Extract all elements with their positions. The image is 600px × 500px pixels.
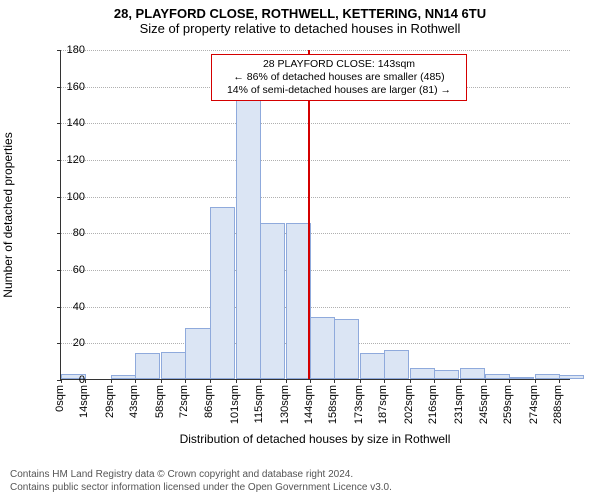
histogram-bar xyxy=(559,375,584,379)
xtick-label: 29sqm xyxy=(104,385,116,418)
xtick-mark xyxy=(410,379,411,383)
gridline xyxy=(61,123,570,124)
gridline xyxy=(61,50,570,51)
xtick-label: 58sqm xyxy=(154,385,166,418)
histogram-bar xyxy=(384,350,409,379)
xtick-mark xyxy=(485,379,486,383)
ytick-label: 100 xyxy=(55,191,85,203)
histogram-bar xyxy=(434,370,459,379)
xtick-mark xyxy=(434,379,435,383)
ytick-label: 160 xyxy=(55,81,85,93)
xtick-mark xyxy=(286,379,287,383)
xtick-label: 187sqm xyxy=(377,385,389,424)
xtick-label: 216sqm xyxy=(427,385,439,424)
ytick-label: 60 xyxy=(55,264,85,276)
xtick-mark xyxy=(334,379,335,383)
ytick-label: 20 xyxy=(55,337,85,349)
xtick-mark xyxy=(210,379,211,383)
gridline xyxy=(61,270,570,271)
xtick-mark xyxy=(111,379,112,383)
xtick-label: 130sqm xyxy=(279,385,291,424)
histogram-bar xyxy=(111,375,136,379)
histogram-bar xyxy=(509,377,534,379)
gridline xyxy=(61,160,570,161)
histogram-bar xyxy=(360,353,385,379)
histogram-bar xyxy=(185,328,210,379)
xtick-label: 43sqm xyxy=(128,385,140,418)
annotation-line3: 14% of semi-detached houses are larger (… xyxy=(218,84,460,97)
histogram-bar xyxy=(135,353,160,379)
footer-attribution: Contains HM Land Registry data © Crown c… xyxy=(10,468,392,494)
xtick-mark xyxy=(260,379,261,383)
xtick-label: 72sqm xyxy=(178,385,190,418)
histogram-bar xyxy=(260,223,285,379)
annotation-line1: 28 PLAYFORD CLOSE: 143sqm xyxy=(218,58,460,71)
xtick-label: 245sqm xyxy=(478,385,490,424)
xtick-label: 115sqm xyxy=(253,385,265,423)
x-axis-label: Distribution of detached houses by size … xyxy=(60,432,570,446)
histogram-bar xyxy=(460,368,485,379)
gridline xyxy=(61,197,570,198)
xtick-mark xyxy=(460,379,461,383)
xtick-label: 0sqm xyxy=(54,385,66,412)
y-axis-label: Number of detached properties xyxy=(1,132,15,297)
xtick-label: 86sqm xyxy=(203,385,215,418)
address-title: 28, PLAYFORD CLOSE, ROTHWELL, KETTERING,… xyxy=(0,0,600,21)
xtick-label: 274sqm xyxy=(528,385,540,424)
xtick-label: 259sqm xyxy=(502,385,514,424)
ytick-label: 140 xyxy=(55,117,85,129)
xtick-mark xyxy=(85,379,86,383)
xtick-mark xyxy=(360,379,361,383)
gridline xyxy=(61,233,570,234)
ytick-label: 120 xyxy=(55,154,85,166)
gridline xyxy=(61,307,570,308)
xtick-label: 202sqm xyxy=(403,385,415,424)
xtick-mark xyxy=(310,379,311,383)
histogram-bar xyxy=(210,207,235,379)
footer-line1: Contains HM Land Registry data © Crown c… xyxy=(10,468,392,481)
histogram-bar xyxy=(310,317,335,379)
xtick-mark xyxy=(135,379,136,383)
xtick-mark xyxy=(509,379,510,383)
histogram-chart: Number of detached properties 28 PLAYFOR… xyxy=(0,40,600,440)
xtick-label: 173sqm xyxy=(353,385,365,424)
ytick-label: 80 xyxy=(55,227,85,239)
xtick-label: 14sqm xyxy=(78,385,90,418)
footer-line2: Contains public sector information licen… xyxy=(10,481,392,494)
histogram-bar xyxy=(161,352,186,380)
xtick-label: 101sqm xyxy=(229,385,241,424)
histogram-bar xyxy=(286,223,311,379)
plot-area: 28 PLAYFORD CLOSE: 143sqm ← 86% of detac… xyxy=(60,50,570,380)
annotation-line2: ← 86% of detached houses are smaller (48… xyxy=(218,71,460,84)
xtick-mark xyxy=(559,379,560,383)
xtick-mark xyxy=(384,379,385,383)
xtick-label: 144sqm xyxy=(303,385,315,424)
xtick-label: 231sqm xyxy=(453,385,465,424)
ytick-label: 180 xyxy=(55,44,85,56)
subtitle: Size of property relative to detached ho… xyxy=(0,21,600,38)
ytick-label: 40 xyxy=(55,301,85,313)
histogram-bar xyxy=(485,374,510,380)
histogram-bar xyxy=(334,319,359,380)
xtick-mark xyxy=(535,379,536,383)
histogram-bar xyxy=(535,374,560,380)
xtick-mark xyxy=(161,379,162,383)
histogram-bar xyxy=(236,75,261,379)
xtick-mark xyxy=(185,379,186,383)
annotation-box: 28 PLAYFORD CLOSE: 143sqm ← 86% of detac… xyxy=(211,54,467,101)
xtick-label: 288sqm xyxy=(552,385,564,424)
histogram-bar xyxy=(410,368,435,379)
xtick-label: 158sqm xyxy=(327,385,339,424)
xtick-mark xyxy=(236,379,237,383)
